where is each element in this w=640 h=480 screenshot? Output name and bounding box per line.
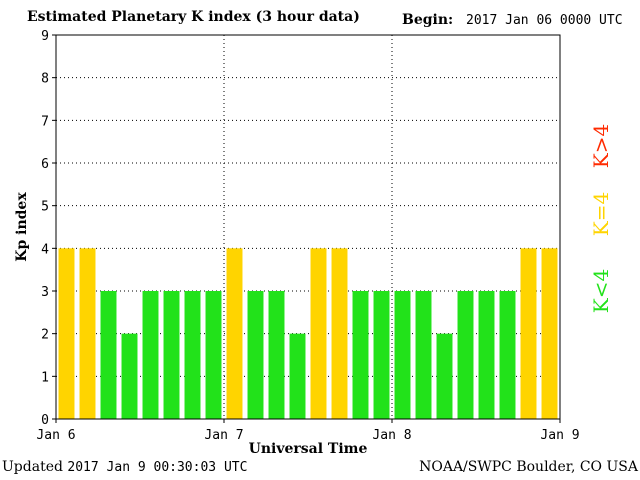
updated-line: Updated 2017 Jan 9 00:30:03 UTC bbox=[2, 459, 247, 475]
bar-20 bbox=[478, 291, 495, 419]
bar-5 bbox=[163, 291, 180, 419]
chart-title: Estimated Planetary K index (3 hour data… bbox=[27, 9, 360, 25]
y-tick-label-7: 7 bbox=[41, 114, 49, 129]
bar-1 bbox=[79, 248, 96, 419]
x-tick-label-1: Jan 7 bbox=[204, 428, 243, 443]
bars bbox=[58, 248, 558, 419]
y-tick-label-8: 8 bbox=[41, 72, 49, 87]
bar-17 bbox=[415, 291, 432, 419]
grid-lines bbox=[56, 35, 560, 419]
plot-frame bbox=[55, 34, 561, 420]
legend: K<4 K=4 K>4 bbox=[589, 124, 613, 313]
y-tick-label-9: 9 bbox=[41, 29, 49, 44]
bar-16 bbox=[394, 291, 411, 419]
updated-label: Updated bbox=[2, 459, 63, 475]
credit-text: NOAA/SWPC Boulder, CO USA bbox=[419, 459, 638, 475]
bar-8 bbox=[226, 248, 243, 419]
bar-9 bbox=[247, 291, 264, 419]
y-tick-label-1: 1 bbox=[41, 370, 49, 385]
bar-23 bbox=[541, 248, 558, 419]
y-tick-label-6: 6 bbox=[41, 157, 49, 172]
bar-22 bbox=[520, 248, 537, 419]
x-ticks: Jan 6 Jan 7 Jan 8 Jan 9 bbox=[36, 419, 580, 443]
bar-4 bbox=[142, 291, 159, 419]
legend-item-0: K<4 bbox=[589, 269, 613, 313]
bar-13 bbox=[331, 248, 348, 419]
y-ticks: 0 1 2 3 4 5 6 7 8 9 bbox=[41, 29, 56, 428]
bar-19 bbox=[457, 291, 474, 419]
y-tick-label-3: 3 bbox=[41, 285, 49, 300]
x-tick-label-2: Jan 8 bbox=[372, 428, 411, 443]
y-tick-label-5: 5 bbox=[41, 200, 49, 215]
updated-value: 2017 Jan 9 00:30:03 UTC bbox=[67, 460, 248, 475]
bar-10 bbox=[268, 291, 285, 419]
bar-15 bbox=[373, 291, 390, 419]
x-tick-label-0: Jan 6 bbox=[36, 428, 75, 443]
bar-6 bbox=[184, 291, 201, 419]
legend-item-2: K>4 bbox=[589, 124, 613, 168]
x-axis-title: Universal Time bbox=[249, 441, 368, 457]
y-tick-label-2: 2 bbox=[41, 328, 49, 343]
bar-3 bbox=[121, 333, 138, 419]
bar-2 bbox=[100, 291, 117, 419]
bar-21 bbox=[499, 291, 516, 419]
begin-value: 2017 Jan 06 0000 UTC bbox=[466, 13, 623, 28]
bar-7 bbox=[205, 291, 222, 419]
y-tick-label-4: 4 bbox=[41, 242, 49, 257]
bar-0 bbox=[58, 248, 75, 419]
bar-18 bbox=[436, 333, 453, 419]
bar-12 bbox=[310, 248, 327, 419]
bar-14 bbox=[352, 291, 369, 419]
y-tick-label-0: 0 bbox=[41, 413, 49, 428]
x-tick-label-3: Jan 9 bbox=[540, 428, 579, 443]
begin-label: Begin: bbox=[402, 12, 454, 28]
legend-item-1: K=4 bbox=[589, 192, 613, 236]
bar-11 bbox=[289, 333, 306, 419]
y-axis-title: Kp index bbox=[14, 192, 30, 262]
